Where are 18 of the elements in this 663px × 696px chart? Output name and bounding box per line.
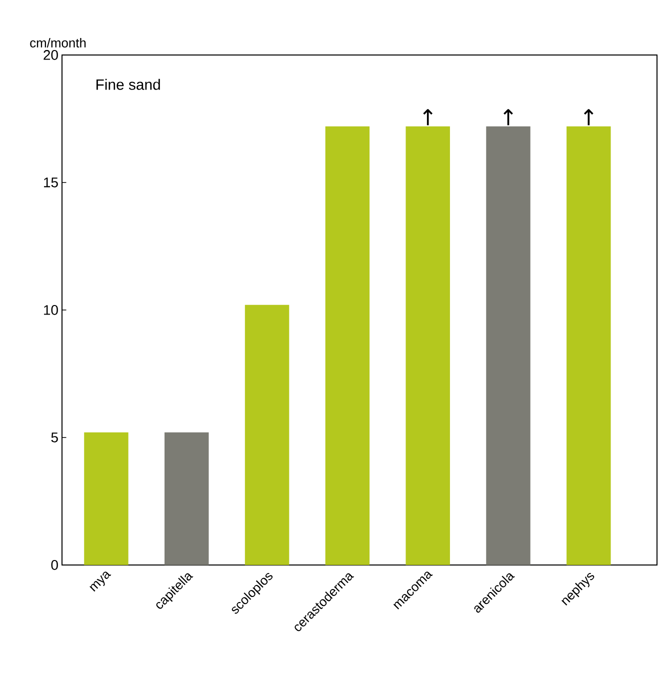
bar [244,304,290,565]
y-tick-label: 0 [51,560,58,570]
y-tick-label: 15 [44,178,58,188]
annotation: ↑ [423,109,433,126]
y-tick-label: 10 [44,305,58,315]
bar [84,432,128,565]
x-tick-label: mya [90,572,112,592]
annotation: ↑ [504,109,513,126]
bar [566,126,611,565]
annotation: ↑ [584,109,594,126]
y-tick-label: 5 [51,432,58,442]
annotation: Fine sand [96,78,160,90]
y-tick-label: 20 [44,50,58,60]
bar [325,126,370,565]
bar [164,432,209,565]
bar [406,126,450,565]
y-axis-title: cm/month [30,38,86,48]
bar [486,126,530,565]
